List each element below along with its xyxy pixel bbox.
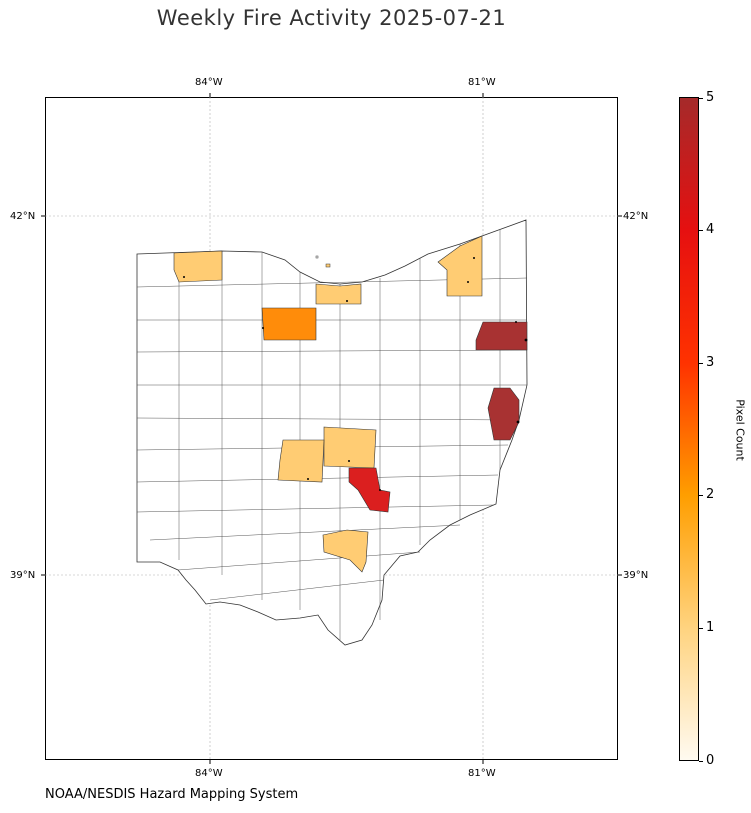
colorbar-tick-1: 1 <box>706 620 715 635</box>
map-title: Weekly Fire Activity 2025-07-21 <box>156 6 507 30</box>
county-count-1-williams <box>173 250 223 283</box>
shaded-counties <box>173 235 528 573</box>
county-count-1-ashtabula <box>437 235 483 297</box>
source-credit: NOAA/NESDIS Hazard Mapping System <box>45 787 299 802</box>
fire-detections <box>183 257 528 491</box>
colorbar-tick-3: 3 <box>706 355 715 370</box>
colorbar-tick-2: 2 <box>706 487 715 502</box>
county-count-1-ottawa <box>315 283 362 305</box>
lon-tick-top-84w: 84°W <box>195 77 223 88</box>
lon-tick-bottom-84w: 84°W <box>195 768 223 779</box>
lon-tick-bottom-81w: 81°W <box>468 768 496 779</box>
lat-tick-right-39n: 39°N <box>623 570 649 581</box>
colorbar-tick-4: 4 <box>706 222 715 237</box>
county-count-1-licking <box>323 426 377 469</box>
colorbar <box>679 97 699 761</box>
county-count-4-perry <box>348 467 391 513</box>
county-count-5-columbiana <box>475 321 528 351</box>
map-frame <box>45 97 618 760</box>
colorbar-tick-0: 0 <box>706 753 715 768</box>
colorbar-tick-5: 5 <box>706 90 715 105</box>
colorbar-label: Pixel Count <box>733 399 747 461</box>
lat-tick-left-42n: 42°N <box>10 211 36 222</box>
county-count-1-franklin <box>277 439 325 483</box>
gridlines <box>45 97 618 760</box>
county-count-5-belmont <box>487 387 520 441</box>
lat-tick-right-42n: 42°N <box>623 211 649 222</box>
county-count-1-jackson <box>322 529 369 573</box>
county-count-2-wood <box>261 307 317 341</box>
lon-tick-top-81w: 81°W <box>468 77 496 88</box>
lat-tick-left-39n: 39°N <box>10 570 36 581</box>
